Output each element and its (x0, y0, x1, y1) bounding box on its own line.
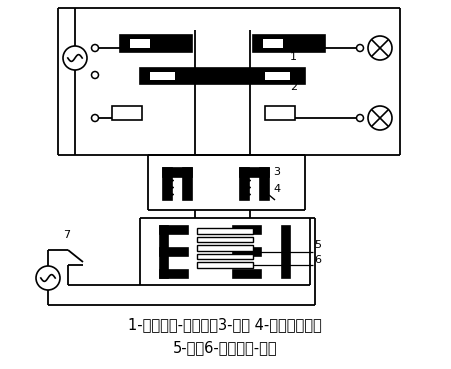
Bar (197, 228, 253, 234)
Bar (160, 226, 188, 234)
Circle shape (92, 45, 98, 52)
Bar (263, 39, 283, 48)
Bar (160, 270, 188, 278)
Text: 5: 5 (314, 240, 321, 250)
Circle shape (36, 266, 60, 290)
Text: 5-铁芯6-电磁线圈-按钮: 5-铁芯6-电磁线圈-按钮 (173, 341, 277, 355)
Circle shape (368, 106, 392, 130)
Bar (240, 168, 249, 200)
Bar (282, 226, 290, 278)
Text: 2: 2 (290, 82, 297, 92)
Bar (197, 245, 253, 251)
Circle shape (356, 45, 364, 52)
Bar (160, 226, 168, 278)
Bar (130, 39, 150, 48)
Bar (183, 168, 192, 200)
Text: 3: 3 (273, 167, 280, 177)
Circle shape (356, 114, 364, 121)
Bar (163, 168, 192, 177)
Bar (160, 248, 188, 256)
Bar (253, 35, 325, 52)
Circle shape (92, 114, 98, 121)
Bar (163, 168, 172, 200)
Bar (197, 262, 253, 268)
Bar (265, 72, 290, 80)
Bar (197, 237, 253, 242)
Bar (265, 106, 295, 120)
Text: 7: 7 (63, 230, 70, 240)
Bar (233, 226, 261, 234)
Circle shape (63, 46, 87, 70)
Bar (240, 168, 269, 177)
Bar (260, 168, 269, 200)
Bar (233, 270, 261, 278)
Text: 1: 1 (290, 52, 297, 62)
Circle shape (92, 72, 98, 79)
Bar (112, 106, 142, 120)
Bar (140, 68, 305, 84)
Bar (233, 248, 261, 256)
Bar (120, 35, 192, 52)
Circle shape (368, 36, 392, 60)
Text: 1-常闭触头-常开触头3-衔铁 4-反作用力弹簧: 1-常闭触头-常开触头3-衔铁 4-反作用力弹簧 (128, 317, 322, 332)
Bar (150, 72, 175, 80)
Bar (197, 254, 253, 259)
Text: 6: 6 (314, 255, 321, 265)
Text: 4: 4 (273, 184, 280, 194)
